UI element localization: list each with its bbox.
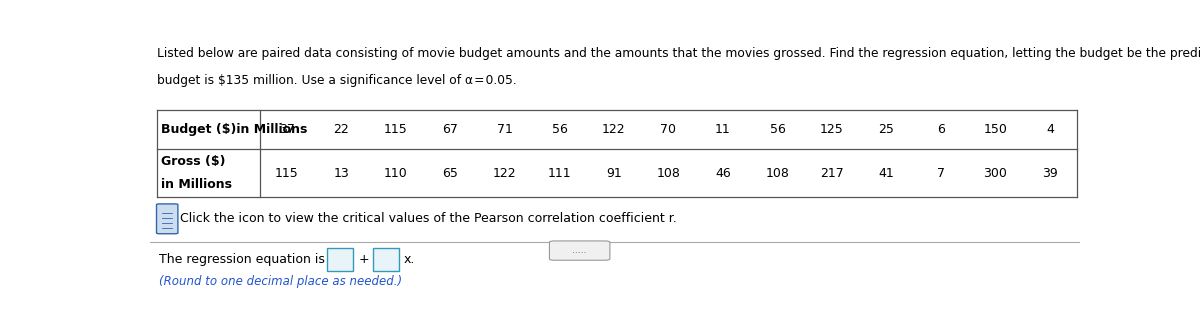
Text: 56: 56 (769, 123, 786, 136)
Text: budget is $135 million. Use a significance level of α = 0.05.: budget is $135 million. Use a significan… (157, 73, 517, 87)
Text: 217: 217 (820, 167, 844, 180)
Text: 4: 4 (1046, 123, 1054, 136)
Text: Gross ($): Gross ($) (161, 155, 226, 168)
Text: 122: 122 (493, 167, 517, 180)
Text: 41: 41 (878, 167, 894, 180)
Text: .....: ..... (572, 246, 587, 255)
Text: 71: 71 (497, 123, 512, 136)
FancyBboxPatch shape (373, 247, 400, 271)
Text: 39: 39 (1042, 167, 1058, 180)
Text: 150: 150 (984, 123, 1008, 136)
Text: 13: 13 (334, 167, 349, 180)
Text: 65: 65 (443, 167, 458, 180)
Text: 70: 70 (660, 123, 677, 136)
Text: 122: 122 (602, 123, 625, 136)
Text: 37: 37 (280, 123, 295, 136)
Text: The regression equation is ŷ =: The regression equation is ŷ = (160, 253, 355, 266)
Text: 110: 110 (384, 167, 408, 180)
Text: Click the icon to view the critical values of the Pearson correlation coefficien: Click the icon to view the critical valu… (180, 212, 677, 225)
Text: 25: 25 (878, 123, 894, 136)
Text: 46: 46 (715, 167, 731, 180)
FancyBboxPatch shape (156, 204, 178, 234)
Text: 115: 115 (384, 123, 408, 136)
Text: +: + (358, 253, 368, 266)
Text: Listed below are paired data consisting of movie budget amounts and the amounts : Listed below are paired data consisting … (157, 46, 1200, 59)
FancyBboxPatch shape (550, 241, 610, 260)
FancyBboxPatch shape (326, 247, 353, 271)
Text: 108: 108 (766, 167, 790, 180)
Text: 91: 91 (606, 167, 622, 180)
Text: 108: 108 (656, 167, 680, 180)
Text: in Millions: in Millions (161, 178, 232, 191)
Text: 56: 56 (552, 123, 568, 136)
Text: x.: x. (403, 253, 415, 266)
Text: 67: 67 (443, 123, 458, 136)
Text: 22: 22 (334, 123, 349, 136)
Text: 111: 111 (547, 167, 571, 180)
Text: Budget ($)in Millions: Budget ($)in Millions (161, 123, 307, 136)
Text: 300: 300 (984, 167, 1008, 180)
Text: 6: 6 (937, 123, 944, 136)
Text: 125: 125 (820, 123, 844, 136)
Text: (Round to one decimal place as needed.): (Round to one decimal place as needed.) (160, 275, 402, 288)
Text: 115: 115 (275, 167, 299, 180)
Text: 11: 11 (715, 123, 731, 136)
Text: 7: 7 (937, 167, 944, 180)
